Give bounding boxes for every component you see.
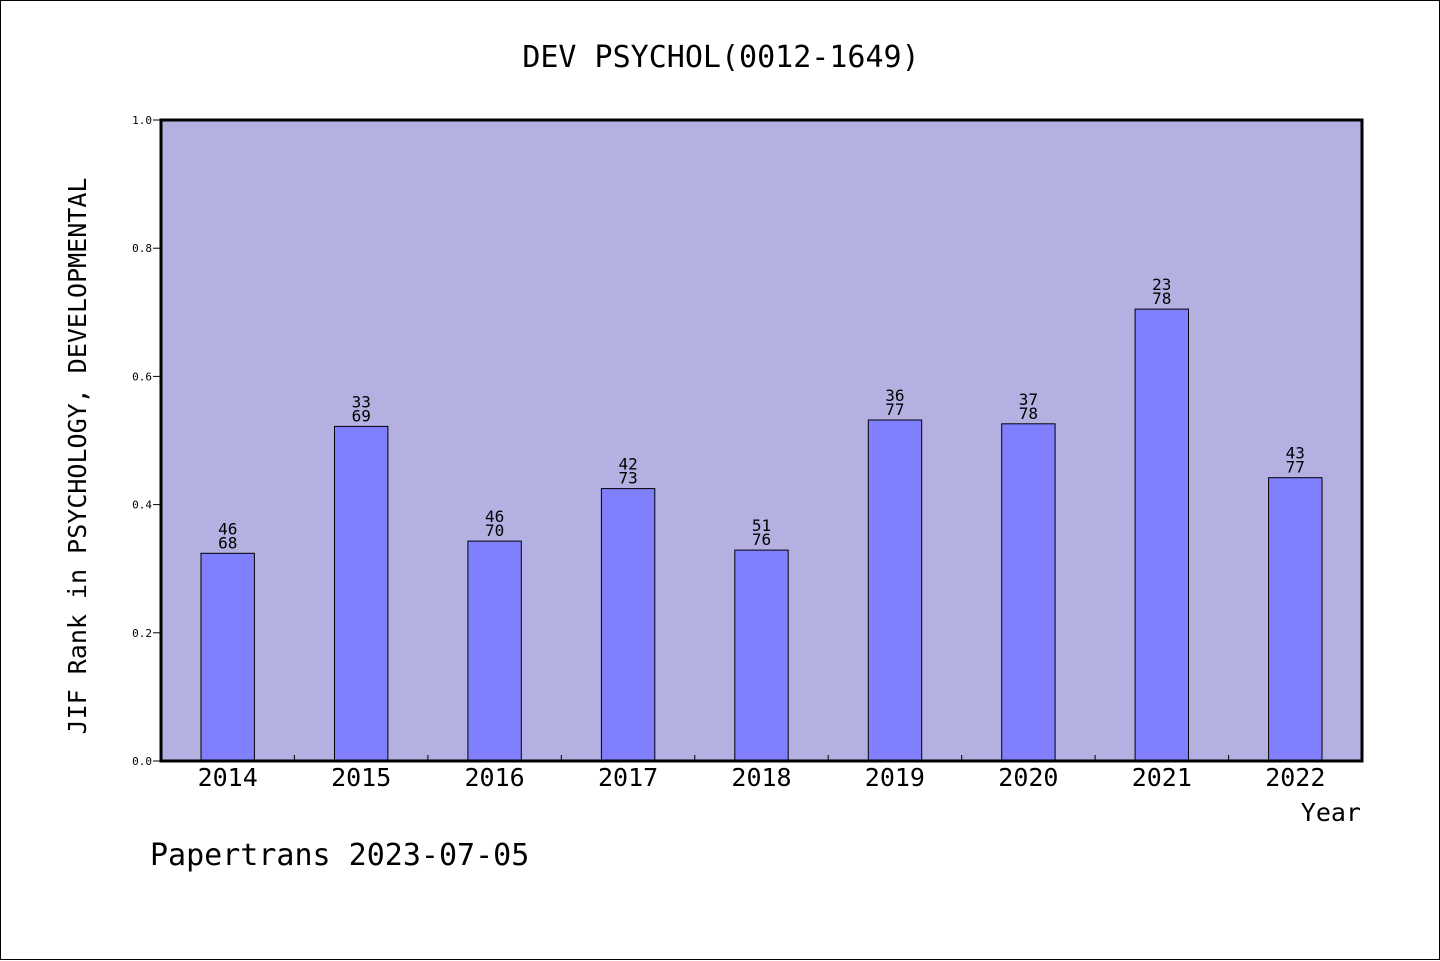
bar-2022 — [1268, 477, 1323, 762]
bar-label-rank: 46 — [218, 519, 237, 538]
x-tick-label: 2021 — [1132, 763, 1192, 792]
bar-label-total: 76 — [752, 530, 771, 549]
bar-label-total: 73 — [618, 469, 637, 488]
bar-2021 — [1134, 308, 1189, 762]
chart-title: DEV PSYCHOL(0012-1649) — [522, 40, 919, 75]
y-tick-label: 0.6 — [132, 370, 152, 383]
x-tick-label: 2014 — [198, 763, 258, 792]
x-tick-label: 2022 — [1265, 763, 1325, 792]
bar-label-rank: 51 — [752, 516, 771, 535]
bar-label-total: 77 — [1286, 458, 1305, 477]
bar-2019 — [867, 419, 923, 762]
y-tick-label: 0.4 — [132, 499, 152, 512]
x-tick-label: 2017 — [598, 763, 658, 792]
bar-label-total: 78 — [1019, 404, 1038, 423]
bar-label-rank: 33 — [352, 392, 371, 411]
footer-text: Papertrans 2023-07-05 — [150, 838, 529, 873]
y-tick-label: 0.8 — [132, 242, 152, 255]
bar-2016 — [467, 540, 522, 762]
x-tick-label: 2020 — [998, 763, 1058, 792]
bar-label-rank: 36 — [885, 386, 904, 405]
y-tick-label: 1.0 — [132, 114, 152, 127]
x-axis: 2014 2015 2016 2017 2018 2019 2020 2021 2022 — [198, 755, 1325, 792]
x-tick-label: 2018 — [731, 763, 791, 792]
bar-2015 — [334, 425, 389, 762]
bar-label-total: 68 — [218, 533, 237, 552]
bar-label-total: 77 — [885, 400, 904, 419]
bar-label-total: 70 — [485, 521, 504, 540]
y-tick-label: 0.0 — [132, 755, 152, 768]
bar-2018 — [734, 549, 789, 762]
bar-label-rank: 43 — [1286, 444, 1305, 463]
y-axis: 0.0 0.2 0.4 0.6 0.8 1.0 — [132, 114, 161, 768]
x-axis-label: Year — [1301, 798, 1361, 827]
bar-label-rank: 46 — [485, 507, 504, 526]
bars-layer — [200, 308, 1323, 762]
y-tick-label: 0.2 — [132, 627, 152, 640]
x-tick-label: 2019 — [865, 763, 925, 792]
bar-2014 — [200, 552, 255, 762]
bar-label-total: 78 — [1152, 289, 1171, 308]
y-axis-label: JIF Rank in PSYCHOLOGY, DEVELOPMENTAL — [63, 178, 92, 735]
bar-2017 — [600, 488, 656, 762]
bar-2020 — [1001, 423, 1056, 762]
bar-label-rank: 37 — [1019, 390, 1038, 409]
bar-label-rank: 42 — [618, 455, 637, 474]
plot-frame — [159, 118, 1364, 763]
x-tick-label: 2015 — [331, 763, 391, 792]
bar-label-rank: 23 — [1152, 275, 1171, 294]
x-tick-label: 2016 — [464, 763, 524, 792]
bar-label-total: 69 — [352, 406, 371, 425]
